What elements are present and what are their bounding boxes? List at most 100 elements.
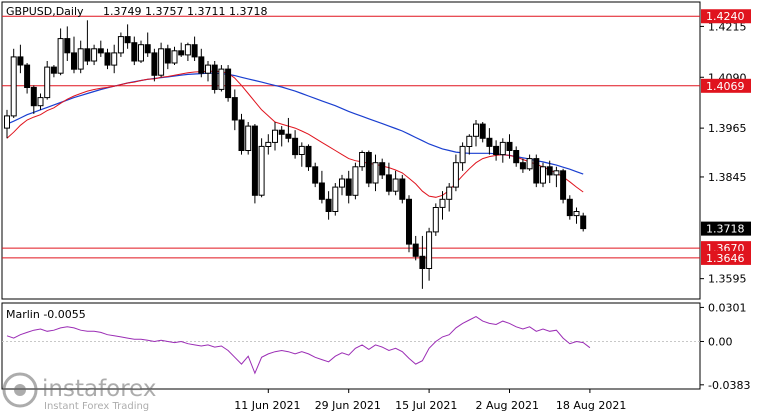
- time-axis-label: 18 Aug 2021: [556, 399, 626, 412]
- watermark: instaforex Instant Forex Trading: [2, 372, 157, 412]
- watermark-tagline: Instant Forex Trading: [44, 401, 149, 412]
- candle-bull: [573, 211, 580, 217]
- candle-bull: [37, 97, 44, 107]
- candle-bull: [10, 56, 17, 117]
- candle-bull: [446, 186, 453, 200]
- candle-bear: [17, 56, 24, 66]
- candle-bull: [392, 178, 399, 192]
- candle-bear: [325, 198, 332, 213]
- candle-bear: [345, 178, 352, 196]
- candle-bear: [238, 119, 245, 151]
- candle-bull: [466, 135, 473, 148]
- current-price-tag-label: 1.3718: [706, 223, 745, 236]
- candle-bear: [385, 174, 392, 192]
- candle-bull: [111, 52, 118, 66]
- candle-bear: [191, 44, 198, 58]
- candle-bear: [399, 178, 406, 200]
- candle-bull: [499, 141, 506, 156]
- price-axis-label: 1.3845: [708, 171, 747, 184]
- level-price-tag: [701, 9, 751, 24]
- candle-bear: [365, 152, 372, 184]
- candle-bear: [305, 145, 312, 168]
- oscillator-axis-label: -0.0383: [708, 379, 750, 392]
- candle-bear: [30, 86, 37, 107]
- watermark-logo-core: [14, 384, 26, 396]
- time-axis-label: 29 Jun 2021: [315, 399, 381, 412]
- candle-bear: [211, 64, 218, 90]
- candle-bull: [245, 125, 252, 151]
- candle-bear: [406, 198, 412, 245]
- oscillator-axis-label: 0.0301: [708, 301, 747, 314]
- candle-bull: [57, 38, 64, 74]
- candle-bear: [486, 137, 493, 147]
- candle-bear: [560, 170, 567, 200]
- time-axis-label: 15 Jul 2021: [395, 399, 457, 412]
- time-axis-label: 11 Jun 2021: [234, 399, 300, 412]
- candle-bull: [44, 66, 51, 99]
- candle-bull: [439, 198, 446, 208]
- candle-bear: [546, 166, 553, 176]
- ma-red-line: [6, 70, 584, 198]
- time-axis-label: 2 Aug 2021: [476, 399, 539, 412]
- watermark-brand: instaforex: [42, 376, 157, 402]
- candle-bull: [171, 50, 178, 64]
- candle-bear: [278, 129, 285, 135]
- candle-bear: [493, 145, 500, 155]
- candle-bull: [332, 186, 339, 213]
- candle-bull: [426, 231, 433, 269]
- candle-bull: [553, 170, 560, 176]
- oscillator-axis-label: 0.00: [708, 335, 733, 348]
- candle-bear: [50, 66, 57, 74]
- price-axis-label: 1.3595: [708, 273, 747, 286]
- candle-bull: [184, 44, 191, 56]
- candle-bull: [459, 145, 466, 164]
- candle-bear: [84, 48, 91, 62]
- candle-bull: [258, 145, 265, 196]
- price-axis-label: 1.4215: [708, 20, 747, 33]
- candle-bull: [352, 166, 359, 196]
- level-price-tag-label: 1.4069: [706, 80, 745, 93]
- candle-bear: [412, 243, 419, 257]
- candle-bear: [506, 141, 513, 151]
- level-price-tag: [701, 250, 751, 265]
- candle-bull: [540, 166, 546, 184]
- watermark-logo-icon: [2, 372, 38, 408]
- candle-bear: [71, 52, 77, 70]
- candle-bear: [479, 123, 486, 139]
- candle-bear: [566, 198, 573, 217]
- candle-bull: [91, 48, 98, 62]
- oscillator-panel-frame: [1, 302, 701, 390]
- price-panel-frame: [1, 1, 701, 300]
- current-price-tag: [701, 221, 751, 236]
- candle-bear: [251, 125, 258, 196]
- candle-bear: [144, 44, 151, 54]
- candle-bull: [205, 64, 211, 74]
- candle-bull: [138, 44, 144, 62]
- candle-bear: [24, 64, 31, 88]
- candle-bear: [178, 50, 185, 56]
- candle-bear: [151, 52, 158, 76]
- candle-bear: [225, 68, 232, 99]
- candle-bear: [580, 215, 587, 230]
- candle-bear: [379, 162, 386, 176]
- symbol-label: GBPUSD,Daily: [6, 5, 84, 18]
- candle-bull: [339, 178, 345, 188]
- candle-bull: [298, 145, 305, 155]
- candle-bull: [4, 115, 10, 129]
- candle-bull: [77, 48, 84, 70]
- candle-bear: [513, 150, 520, 164]
- candle-bear: [97, 48, 104, 54]
- candle-bull: [218, 68, 225, 90]
- candle-bull: [265, 141, 272, 147]
- oscillator-line: [6, 316, 591, 375]
- level-price-tag: [701, 78, 751, 93]
- candle-bear: [164, 48, 171, 64]
- candle-bear: [519, 162, 526, 170]
- candle-bear: [124, 36, 131, 44]
- level-price-tag-label: 1.4240: [706, 10, 745, 23]
- oscillator-label: Marlin -0.0055: [6, 308, 86, 321]
- candle-bull: [117, 36, 124, 54]
- candle-bull: [272, 129, 278, 143]
